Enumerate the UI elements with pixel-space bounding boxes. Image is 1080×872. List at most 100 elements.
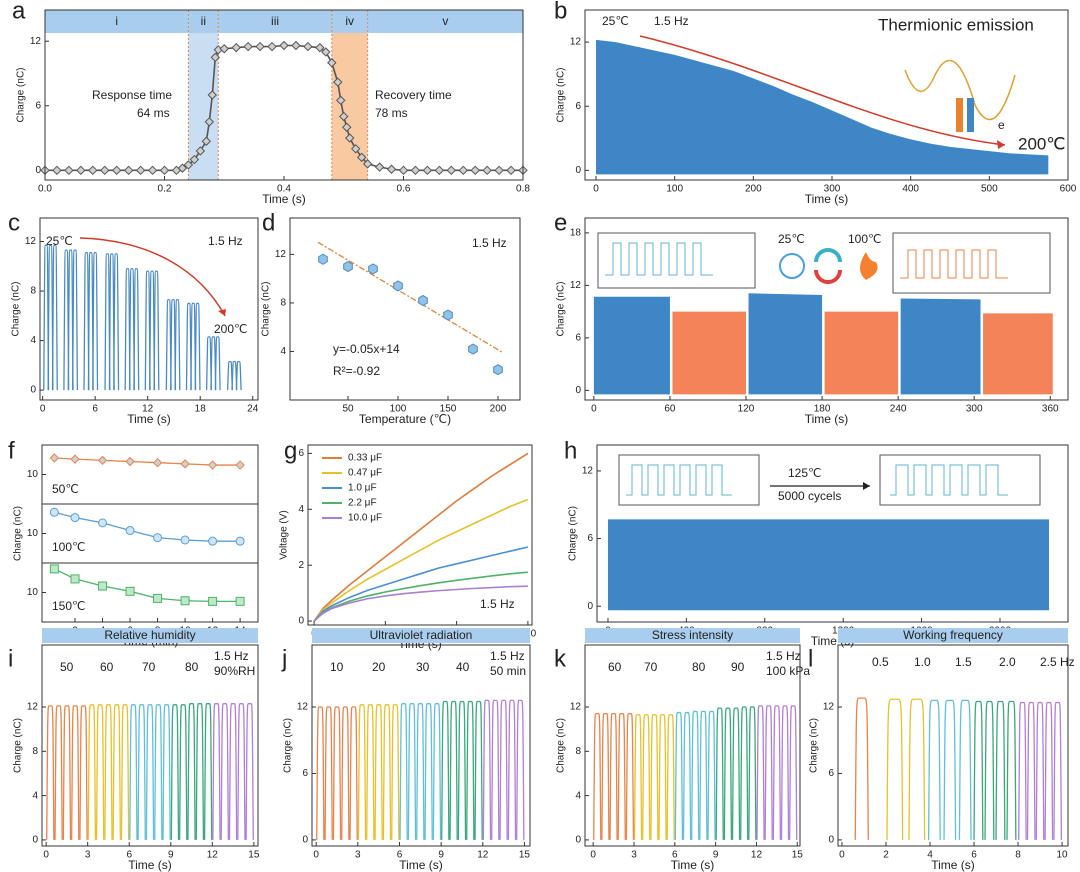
pulse [927,699,941,840]
marker [422,165,433,176]
pulse [374,704,383,840]
pulse [194,302,201,391]
pulse [399,703,408,840]
x-tick-label: 15 [519,850,531,861]
pulse [113,253,120,391]
y-tick-label: 6 [302,768,308,779]
marker [255,41,265,52]
x-axis-label: Time (s) [805,192,849,206]
annotation: 5000 cycels [778,489,841,503]
pulse [457,700,467,840]
inset-wave [605,242,713,276]
annotation: 0.5 [872,655,889,669]
annotation: 30 [416,660,430,674]
annotation: 70 [142,660,156,674]
pulse [124,268,131,391]
y-tick-label: 0 [302,835,308,846]
region-label: v [442,14,448,28]
plot-frame [311,644,531,847]
inset-box [618,454,760,506]
barrier [967,98,974,132]
marker [235,460,245,470]
x-axis-label: Time (s) [127,412,171,426]
signal-area [824,311,899,395]
pulse [731,707,741,840]
annotation: 1.5 Hz [208,234,243,248]
marker [345,133,355,143]
y-axis-label: Charge (nC) [556,718,567,773]
marker [327,58,337,68]
x-tick-label: 0 [40,404,46,415]
x-tick-label: 300 [966,404,983,415]
x-tick-label: 60 [664,404,676,415]
pulse [137,704,146,840]
y-axis-label: Charge (nC) [13,506,24,561]
pulse [995,700,1006,840]
x-tick-label: 240 [890,404,907,415]
x-axis-label: Time (s) [931,858,975,872]
pulse [324,706,333,840]
series-line [313,498,529,622]
series-line [45,44,523,172]
marker [201,136,212,146]
x-axis-label: Time (s) [262,192,306,206]
trend-arrow [639,35,1006,146]
marker [434,165,445,176]
panel-letter: j [281,645,287,672]
inset-box [597,232,756,289]
annotation: Thermionic emission [878,15,1034,34]
pulse [205,336,212,391]
pulse [349,706,358,840]
panel-title: Relative humidity [104,628,195,642]
x-tick-label: 100 [390,404,407,415]
pulse [104,253,111,391]
annotation: 1.5 Hz [472,236,507,250]
pulse [748,706,757,840]
inset-wave [900,249,1008,279]
pulse [424,703,433,840]
pulse [886,698,904,840]
pulse [203,703,213,840]
x-tick-label: 300 [824,184,841,195]
marker [235,536,245,546]
y-tick-label: 4 [575,790,581,801]
y-axis-label: Charge (nC) [16,67,27,122]
x-tick-label: 18 [195,404,207,415]
panel-letter: c [8,209,20,236]
x-tick-label: 120 [738,404,755,415]
pulse [62,705,72,840]
series-line [313,546,529,622]
marker [446,165,457,176]
pulse [162,704,171,840]
marker [180,535,190,545]
panel-letter: f [8,437,15,464]
marker [135,165,146,176]
pulse [153,270,160,391]
y-tick-label: 4 [298,504,304,515]
pulse [1026,701,1036,840]
pulse [609,713,618,840]
decorations [79,35,1051,506]
annotation: 1.5 Hz [766,649,801,663]
marker [494,165,504,176]
marker [362,159,373,169]
x-axis-label: Time (s) [671,858,715,872]
plot-frame [44,9,524,181]
pulse [756,705,765,840]
pulse [593,713,602,840]
marker [231,42,241,53]
x-tick-label: 600 [1060,184,1077,195]
pulse [71,705,80,840]
y-tick-label: 8 [575,746,581,757]
annotation: 70 [644,660,658,674]
y-tick-label: 6 [35,100,41,111]
pulse [984,700,995,840]
marker [356,152,367,163]
marker [70,513,80,523]
pulse [780,705,790,840]
y-tick-label: 12 [823,702,835,713]
plot-frame [307,444,533,626]
x-tick-label: 0.8 [516,184,530,195]
marker [49,564,59,574]
y-tick-label: 0 [32,835,38,846]
